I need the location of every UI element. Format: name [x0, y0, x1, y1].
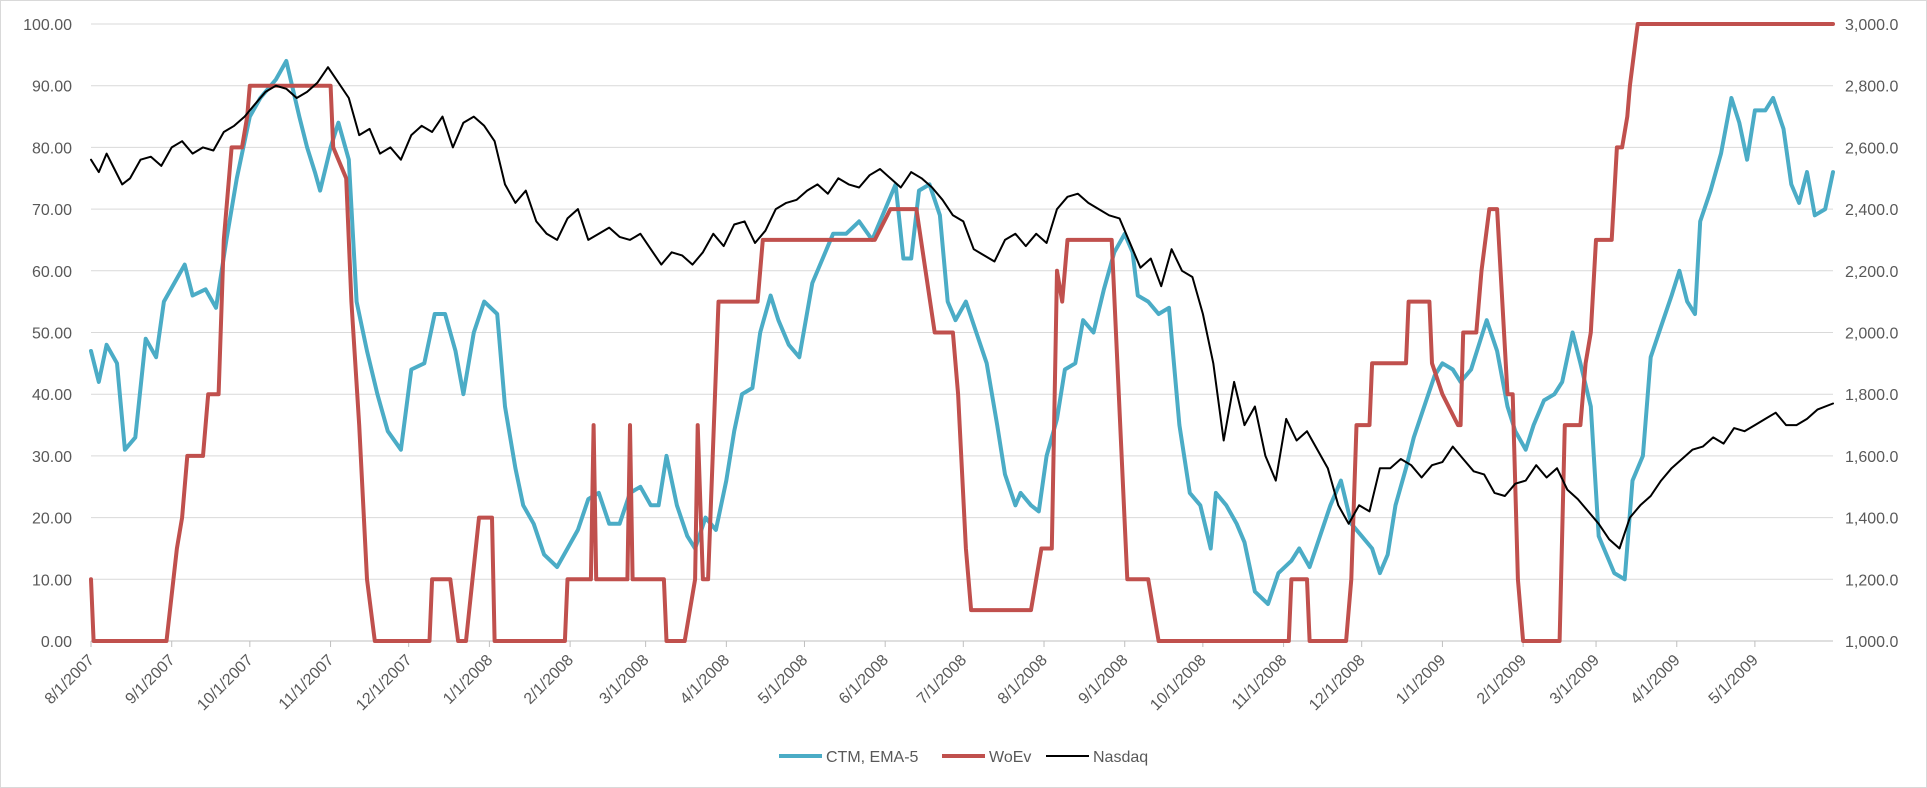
y-right-tick-label: 2,600.0 [1845, 140, 1898, 157]
x-tick-label: 9/1/2008 [1076, 652, 1132, 708]
x-tick-label: 3/1/2008 [596, 652, 652, 708]
x-tick-label: 4/1/2009 [1628, 652, 1684, 708]
y-left-tick-label: 100.00 [23, 17, 72, 34]
x-tick-label: 10/1/2008 [1147, 652, 1209, 714]
x-tick-label: 11/1/2007 [276, 652, 338, 714]
legend-label: Nasdaq [1093, 749, 1148, 766]
y-right-tick-label: 1,200.0 [1845, 572, 1898, 589]
y-left-tick-label: 80.00 [32, 140, 72, 157]
y-right-tick-label: 1,400.0 [1845, 511, 1898, 528]
y-left-tick-label: 90.00 [32, 79, 72, 96]
y-right-tick-label: 1,800.0 [1845, 387, 1898, 404]
x-tick-label: 10/1/2007 [194, 652, 256, 714]
x-tick-label: 12/1/2007 [353, 652, 415, 714]
y-left-tick-label: 0.00 [41, 634, 72, 651]
x-tick-label: 6/1/2008 [836, 652, 892, 708]
y-right-tick-label: 2,400.0 [1845, 202, 1898, 219]
series-line-nasdaq [90, 66, 1834, 550]
x-tick-label: 5/1/2009 [1706, 652, 1762, 708]
x-tick-label: 8/1/2008 [995, 652, 1051, 708]
x-tick-label: 11/1/2008 [1229, 652, 1291, 714]
legend-label: WoEv [989, 749, 1031, 766]
legend: CTM, EMA-5 WoEv Nasdaq [779, 749, 1148, 766]
y-right-tick-label: 2,200.0 [1845, 264, 1898, 281]
series-line-woev [89, 22, 1835, 643]
y-left-tick-label: 60.00 [32, 264, 72, 281]
x-tick-label: 8/1/2007 [42, 652, 98, 708]
series-lines [89, 22, 1835, 643]
y-right-tick-label: 2,000.0 [1845, 326, 1898, 343]
x-tick-label: 2/1/2009 [1474, 652, 1530, 708]
y-left-tick-label: 30.00 [32, 449, 72, 466]
y-left-tick-label: 20.00 [32, 511, 72, 528]
gridlines [91, 23, 1833, 642]
y-left-tick-label: 40.00 [32, 387, 72, 404]
x-tick-label: 7/1/2008 [914, 652, 970, 708]
series-line-ctm-ema-5 [89, 59, 1835, 606]
legend-label: CTM, EMA-5 [826, 749, 919, 766]
y-left-tick-label: 50.00 [32, 326, 72, 343]
y-right-tick-label: 1,000.0 [1845, 634, 1898, 651]
axes: 0.00 10.00 20.00 30.00 40.00 50.00 60.00 70.00 8… [23, 17, 1898, 714]
x-tick-label: 9/1/2007 [122, 652, 178, 708]
x-tick-label: 3/1/2009 [1547, 652, 1603, 708]
y-right-tick-label: 3,000.0 [1845, 17, 1898, 34]
x-tick-label: 5/1/2008 [755, 652, 811, 708]
x-tick-label: 12/1/2008 [1306, 652, 1368, 714]
y-right-tick-label: 1,600.0 [1845, 449, 1898, 466]
x-tick-label: 1/1/2008 [440, 652, 496, 708]
x-tick-label: 1/1/2009 [1393, 652, 1449, 708]
y-left-tick-label: 70.00 [32, 202, 72, 219]
y-right-tick-label: 2,800.0 [1845, 79, 1898, 96]
y-left-tick-label: 10.00 [32, 572, 72, 589]
x-tick-label: 4/1/2008 [677, 652, 733, 708]
x-tick-label: 2/1/2008 [521, 652, 577, 708]
